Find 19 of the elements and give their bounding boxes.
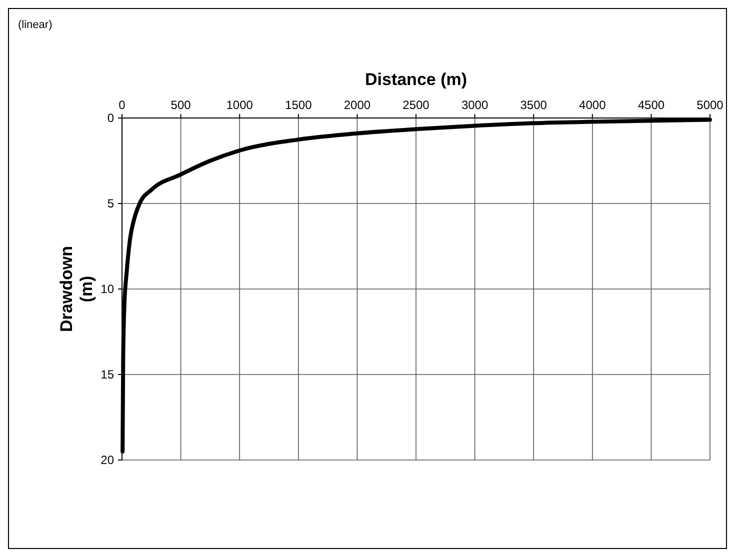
x-tick-label: 3000 — [461, 98, 488, 112]
x-tick-label: 4000 — [579, 98, 606, 112]
x-tick-label: 1000 — [226, 98, 254, 112]
x-axis-title: Distance (m) — [364, 70, 468, 89]
y-axis-title: Drawdown (m) — [57, 246, 96, 332]
x-tick-label: 4500 — [638, 98, 665, 112]
x-tick-label: 1500 — [285, 98, 312, 112]
x-tick-label: 2500 — [402, 98, 430, 112]
y-tick-label: 0 — [107, 111, 114, 126]
x-tick-label: 3500 — [520, 98, 548, 112]
y-tick-label: 15 — [100, 368, 114, 382]
x-tick-label: 500 — [170, 98, 192, 112]
x-tick-label: 5000 — [696, 98, 724, 112]
text: (linear) — [18, 19, 52, 31]
x-tick-label: 2000 — [344, 98, 371, 112]
x-tick-label: 0 — [118, 98, 126, 112]
y-tick-label: 20 — [100, 453, 114, 468]
y-tick-label: 5 — [107, 196, 114, 211]
y-tick-label: 10 — [100, 282, 114, 296]
